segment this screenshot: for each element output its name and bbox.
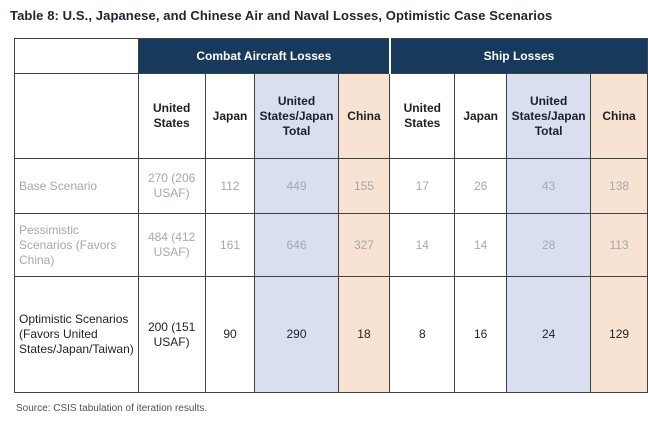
- scenario-label: Optimistic Scenarios (Favors United Stat…: [14, 276, 139, 393]
- data-cell: 484 (412 USAF): [137, 213, 206, 277]
- data-cell: 26: [454, 158, 508, 214]
- table-row-optimistic-scenarios: Optimistic Scenarios (Favors United Stat…: [14, 276, 648, 393]
- table-row-pessimistic-scenarios: Pessimistic Scenarios (Favors China) 484…: [14, 213, 648, 277]
- data-cell: 270 (206 USAF): [137, 158, 206, 214]
- data-cell: 43: [506, 158, 592, 214]
- losses-table: Combat Aircraft Losses Ship Losses Unite…: [14, 38, 648, 393]
- data-cell: 18: [337, 276, 391, 393]
- column-header-aircraft-china: China: [337, 73, 391, 159]
- column-header-ship-japan: Japan: [454, 73, 508, 159]
- data-cell: 16: [454, 276, 508, 393]
- data-cell: 90: [204, 276, 256, 393]
- data-cell: 155: [337, 158, 391, 214]
- data-cell: 14: [389, 213, 456, 277]
- data-cell: 24: [506, 276, 592, 393]
- table-row-base-scenario: Base Scenario 270 (206 USAF) 112 449 155…: [14, 158, 648, 214]
- source-note: Source: CSIS tabulation of iteration res…: [16, 403, 208, 414]
- data-cell: 327: [337, 213, 391, 277]
- column-header-ship-us: United States: [389, 73, 456, 159]
- column-header-ship-total: United States/Japan Total: [506, 73, 592, 159]
- data-cell: 8: [389, 276, 456, 393]
- group-header-row: Combat Aircraft Losses Ship Losses: [14, 38, 648, 74]
- data-cell: 290: [254, 276, 339, 393]
- data-cell: 129: [590, 276, 648, 393]
- data-cell: 161: [204, 213, 256, 277]
- group-header-ship-losses: Ship Losses: [388, 38, 648, 74]
- data-cell: 200 (151 USAF): [137, 276, 206, 393]
- data-cell: 112: [204, 158, 256, 214]
- column-header-aircraft-total: United States/Japan Total: [254, 73, 339, 159]
- column-header-ship-china: China: [590, 73, 648, 159]
- scenario-label: Pessimistic Scenarios (Favors China): [14, 213, 139, 277]
- column-header-aircraft-us: United States: [137, 73, 206, 159]
- group-header-combat-aircraft: Combat Aircraft Losses: [137, 38, 391, 74]
- corner-blank-cell: [14, 73, 139, 159]
- column-header-aircraft-japan: Japan: [204, 73, 256, 159]
- page-title: Table 8: U.S., Japanese, and Chinese Air…: [10, 8, 553, 23]
- data-cell: 646: [254, 213, 339, 277]
- data-cell: 138: [590, 158, 648, 214]
- scenario-label: Base Scenario: [14, 158, 139, 214]
- data-cell: 113: [590, 213, 648, 277]
- data-cell: 449: [254, 158, 339, 214]
- data-cell: 28: [506, 213, 592, 277]
- column-header-row: United States Japan United States/Japan …: [14, 73, 648, 159]
- data-cell: 14: [454, 213, 508, 277]
- corner-blank-cell: [14, 38, 139, 74]
- data-cell: 17: [389, 158, 456, 214]
